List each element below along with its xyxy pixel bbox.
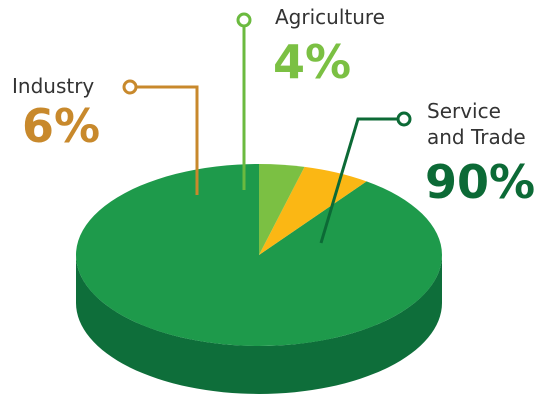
pie-slice-service-and-trade bbox=[75, 164, 442, 346]
label-agriculture-name: Agriculture bbox=[275, 5, 385, 29]
label-industry-name: Industry bbox=[12, 74, 94, 98]
label-agriculture-value: 4% bbox=[273, 35, 351, 89]
leader-marker-industry bbox=[122, 79, 138, 95]
label-service-name-line1: Service bbox=[427, 99, 501, 123]
label-service-name-line2: and Trade bbox=[427, 125, 526, 149]
pie-slice-agriculture bbox=[259, 164, 305, 255]
label-service-value: 90% bbox=[425, 155, 535, 209]
pie-slice-industry bbox=[259, 166, 367, 255]
leader-marker-service-and-trade bbox=[396, 111, 412, 127]
pie-side-service-and-trade bbox=[76, 255, 442, 394]
leader-marker-agriculture bbox=[236, 12, 252, 28]
pie-side bbox=[76, 255, 442, 394]
leader-line-service-and-trade bbox=[319, 117, 398, 244]
label-industry-value: 6% bbox=[22, 99, 100, 153]
leader-line-industry bbox=[136, 85, 199, 195]
leader-lines bbox=[122, 12, 412, 244]
pie-top bbox=[75, 164, 442, 346]
